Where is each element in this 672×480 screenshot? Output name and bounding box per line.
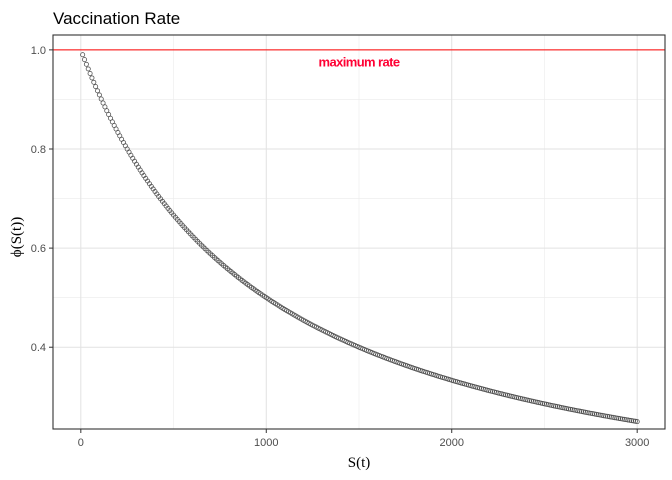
data-point <box>623 417 629 423</box>
plot-panel: maximum rate <box>52 34 666 430</box>
data-point <box>575 408 581 414</box>
data-point <box>564 406 570 412</box>
data-point <box>625 417 631 423</box>
data-point <box>619 416 625 422</box>
x-axis-title: S(t) <box>348 455 371 471</box>
y-tick-label: 0.8 <box>31 144 46 156</box>
data-point <box>630 418 636 424</box>
data-point <box>89 75 95 81</box>
data-point <box>560 405 566 411</box>
data-point <box>592 411 598 417</box>
data-point <box>603 413 609 419</box>
data-point <box>96 92 102 98</box>
data-point <box>601 413 607 419</box>
data-point <box>593 411 599 417</box>
data-point <box>104 108 110 114</box>
data-point <box>80 52 86 58</box>
data-point <box>93 84 99 90</box>
data-point <box>632 418 638 424</box>
data-point <box>87 70 93 76</box>
data-point <box>558 404 564 410</box>
data-point <box>91 79 97 85</box>
data-point <box>83 61 89 67</box>
data-point <box>567 406 573 412</box>
data-point <box>605 413 610 419</box>
y-tick-label: 1.0 <box>31 45 46 57</box>
data-point <box>599 412 605 418</box>
chart-title: Vaccination Rate <box>53 9 180 28</box>
data-point <box>85 66 91 72</box>
data-point <box>566 406 572 412</box>
data-point <box>595 412 601 418</box>
data-point <box>569 407 575 413</box>
grid-minor <box>53 35 665 429</box>
data-point <box>627 417 633 423</box>
data-points <box>80 52 640 425</box>
data-point <box>579 409 585 414</box>
data-point <box>606 414 612 420</box>
x-axis-ticks: 0 1000 2000 3000 <box>78 429 649 449</box>
data-point <box>102 104 108 110</box>
x-tick-label: 2000 <box>439 437 463 449</box>
data-point <box>618 416 623 422</box>
data-point <box>571 407 577 413</box>
y-tick-label: 0.6 <box>31 243 46 255</box>
data-point <box>612 415 618 421</box>
data-point <box>580 409 586 415</box>
data-point <box>577 408 583 414</box>
panel-border <box>52 34 666 430</box>
data-point <box>573 407 579 413</box>
data-point <box>634 419 640 425</box>
data-point <box>98 96 104 102</box>
maximum-rate-annotation: maximum rate <box>319 54 400 69</box>
data-point <box>562 405 568 411</box>
data-point <box>100 100 106 106</box>
data-point <box>586 410 592 416</box>
data-point <box>556 404 562 410</box>
y-tick-label: 0.4 <box>31 342 46 354</box>
data-point <box>588 410 594 416</box>
data-point <box>614 415 620 421</box>
data-point <box>610 414 616 420</box>
y-axis-ticks: 0.4 0.6 0.8 1.0 <box>31 45 53 354</box>
x-tick-label: 3000 <box>625 437 649 449</box>
data-point <box>616 415 622 421</box>
data-point <box>597 412 603 418</box>
data-point <box>584 410 590 416</box>
data-point <box>95 88 100 94</box>
y-axis-title: ϕ(S(t)) <box>9 217 25 257</box>
x-tick-label: 0 <box>78 437 84 449</box>
data-point <box>590 411 596 417</box>
x-tick-label: 1000 <box>254 437 278 449</box>
data-point <box>608 414 614 420</box>
data-point <box>629 418 635 424</box>
data-point <box>582 409 588 415</box>
data-point <box>621 416 627 422</box>
data-point <box>82 57 88 63</box>
